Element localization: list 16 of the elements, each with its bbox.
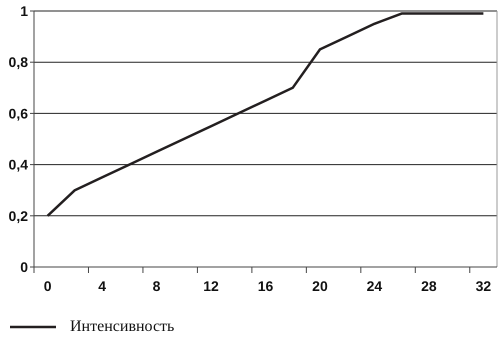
legend-label: Интенсивность (70, 318, 174, 336)
x-tick-label: 4 (98, 278, 106, 294)
x-tick-label: 28 (421, 278, 437, 294)
y-tick-label: 0,6 (8, 105, 28, 122)
x-tick-label: 24 (366, 278, 382, 294)
x-tick-label: 12 (203, 278, 220, 294)
y-tick-label: 0 (20, 258, 28, 275)
x-tick-label: 16 (258, 278, 274, 294)
y-tick-label: 0,4 (8, 156, 28, 173)
y-tick-label: 0,8 (8, 54, 28, 70)
x-tick-label: 8 (152, 278, 161, 294)
x-tick-label: 32 (476, 278, 492, 294)
y-tick-label: 1 (20, 2, 28, 19)
x-tick-label: 0 (44, 278, 52, 294)
x-tick-label: 20 (312, 278, 328, 294)
y-tick-label: 0,2 (8, 208, 28, 224)
